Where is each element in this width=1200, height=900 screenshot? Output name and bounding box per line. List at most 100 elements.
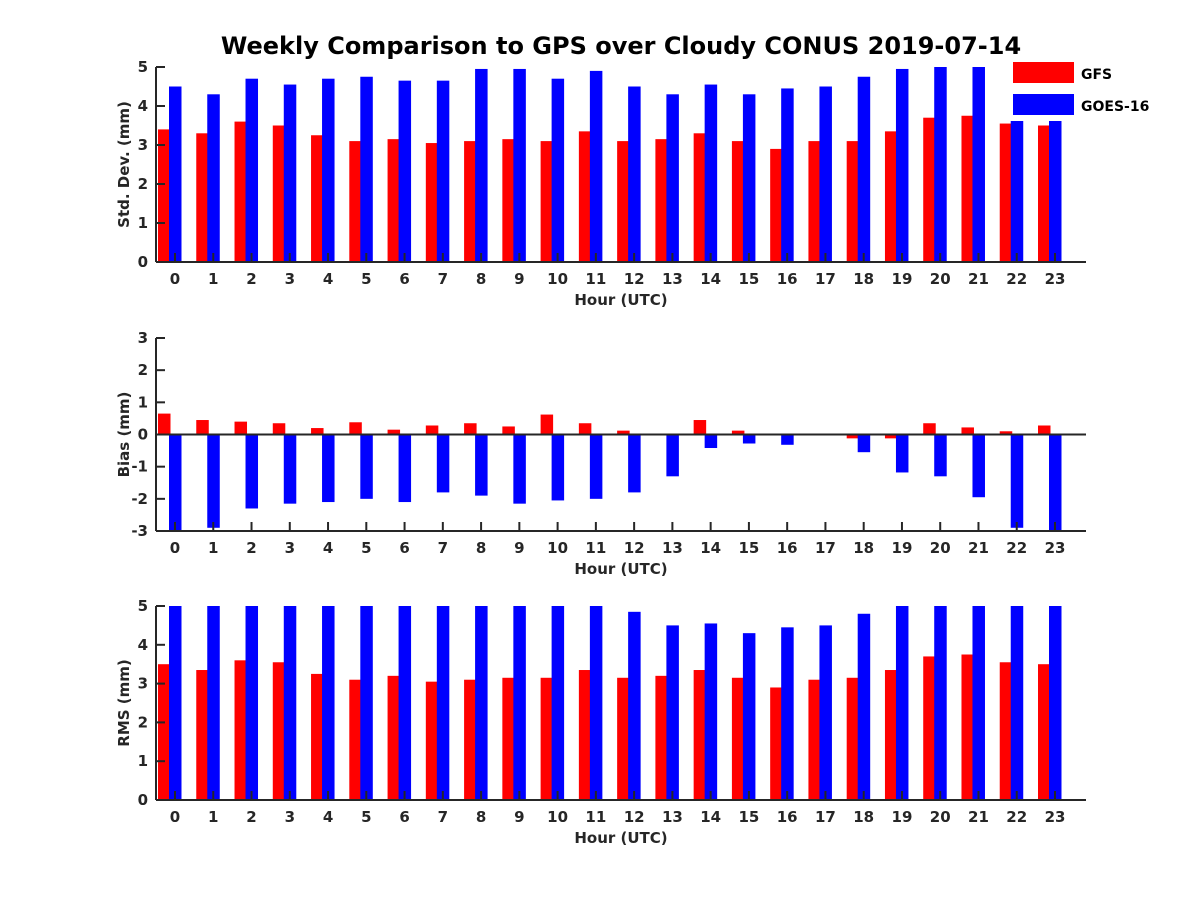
x-tick-label: 17 — [815, 808, 836, 826]
legend: GFS GOES-16 — [1009, 57, 1149, 121]
bar-goes16-hour-9 — [513, 434, 526, 504]
bar-goes16-hour-2 — [245, 434, 259, 509]
x-tick-label: 11 — [585, 270, 606, 288]
x-tick-label: 19 — [892, 270, 913, 288]
bar-gfs-hour-10 — [540, 414, 554, 435]
bar-gfs-hour-13 — [655, 675, 668, 800]
x-axis-label: Hour (UTC) — [574, 291, 667, 309]
x-tick-label: 1 — [208, 270, 218, 288]
bar-gfs-hour-17 — [808, 141, 821, 262]
bar-goes16-hour-15 — [742, 94, 756, 262]
bar-goes16-hour-5 — [360, 434, 373, 499]
bar-gfs-hour-9 — [502, 677, 515, 800]
y-tick-label: 5 — [138, 58, 148, 76]
y-tick-label: 2 — [138, 713, 148, 731]
bar-goes16-hour-3 — [283, 84, 297, 262]
y-tick-label: 4 — [138, 97, 148, 115]
x-tick-label: 11 — [585, 808, 606, 826]
bar-goes16-hour-5 — [360, 76, 373, 262]
x-tick-label: 8 — [476, 539, 486, 557]
bar-gfs-hour-12 — [617, 677, 630, 800]
x-tick-label: 4 — [323, 270, 333, 288]
bar-gfs-hour-18 — [846, 677, 860, 800]
bar-gfs-hour-1 — [196, 133, 209, 262]
bar-goes16-hour-16 — [781, 434, 794, 445]
bar-goes16-hour-2 — [245, 78, 259, 262]
x-tick-label: 17 — [815, 539, 836, 557]
y-axis-label: Std. Dev. (mm) — [115, 101, 133, 228]
bar-goes16-hour-14 — [704, 84, 718, 262]
bar-gfs-hour-4 — [311, 673, 324, 800]
x-tick-label: 14 — [700, 808, 721, 826]
bar-gfs-hour-2 — [234, 421, 248, 435]
x-tick-label: 12 — [624, 270, 645, 288]
bar-goes16-hour-1 — [207, 434, 220, 528]
bar-goes16-hour-13 — [666, 94, 679, 262]
x-tick-label: 15 — [738, 270, 759, 288]
bar-goes16-hour-8 — [475, 606, 488, 800]
bar-gfs-hour-16 — [770, 148, 783, 262]
y-axis-label: Bias (mm) — [115, 392, 133, 478]
bar-goes16-hour-22 — [1010, 434, 1024, 528]
bar-goes16-hour-15 — [742, 434, 756, 444]
bar-gfs-hour-21 — [961, 427, 974, 435]
bar-goes16-hour-3 — [283, 434, 297, 504]
x-tick-label: 8 — [476, 808, 486, 826]
bar-goes16-hour-4 — [322, 78, 335, 262]
bar-goes16-hour-12 — [628, 434, 641, 493]
x-tick-label: 7 — [438, 539, 448, 557]
bar-gfs-hour-4 — [311, 428, 324, 435]
bar-gfs-hour-14 — [693, 133, 707, 262]
bar-goes16-hour-2 — [245, 606, 259, 800]
bar-goes16-hour-19 — [895, 434, 909, 473]
y-tick-label: 1 — [138, 214, 148, 232]
bar-goes16-hour-21 — [972, 434, 985, 498]
bar-gfs-hour-0 — [158, 129, 171, 262]
bar-goes16-hour-20 — [934, 434, 947, 477]
bar-gfs-hour-14 — [693, 420, 707, 435]
legend-swatch-gfs — [1013, 62, 1074, 83]
bar-gfs-hour-9 — [502, 139, 515, 262]
x-tick-label: 17 — [815, 270, 836, 288]
bar-goes16-hour-9 — [513, 606, 526, 800]
bar-gfs-hour-0 — [158, 413, 171, 435]
y-tick-label: -3 — [131, 522, 148, 540]
bar-gfs-hour-20 — [923, 656, 936, 800]
x-tick-label: 2 — [246, 808, 256, 826]
bar-gfs-hour-19 — [884, 670, 898, 800]
x-tick-label: 0 — [170, 539, 180, 557]
y-tick-label: 3 — [138, 329, 148, 347]
x-tick-label: 12 — [624, 808, 645, 826]
x-tick-label: 18 — [853, 270, 874, 288]
x-tick-label: 3 — [285, 270, 295, 288]
bar-goes16-hour-6 — [398, 606, 412, 800]
x-tick-label: 1 — [208, 808, 218, 826]
x-tick-label: 6 — [399, 270, 409, 288]
bar-gfs-hour-21 — [961, 115, 974, 262]
bar-goes16-hour-20 — [934, 67, 947, 262]
bar-gfs-hour-5 — [349, 679, 362, 800]
x-tick-label: 22 — [1006, 808, 1027, 826]
x-tick-label: 2 — [246, 270, 256, 288]
bar-goes16-hour-11 — [589, 70, 603, 263]
bar-gfs-hour-13 — [655, 139, 668, 262]
bar-gfs-hour-15 — [731, 141, 745, 262]
x-tick-label: 6 — [399, 808, 409, 826]
bar-goes16-hour-14 — [704, 623, 718, 800]
x-tick-label: 8 — [476, 270, 486, 288]
chart-title: Weekly Comparison to GPS over Cloudy CON… — [221, 32, 1021, 60]
bar-goes16-hour-12 — [628, 611, 641, 800]
x-axis-label: Hour (UTC) — [574, 560, 667, 578]
bar-gfs-hour-11 — [578, 131, 592, 262]
bar-goes16-hour-8 — [475, 434, 488, 496]
x-tick-label: 7 — [438, 270, 448, 288]
x-tick-label: 5 — [361, 808, 371, 826]
bar-gfs-hour-22 — [999, 662, 1013, 800]
bar-gfs-hour-3 — [272, 125, 286, 262]
bar-gfs-hour-8 — [464, 423, 477, 435]
bar-gfs-hour-1 — [196, 420, 209, 435]
bar-gfs-hour-17 — [808, 679, 821, 800]
bar-gfs-hour-15 — [731, 677, 745, 800]
x-tick-label: 18 — [853, 539, 874, 557]
bar-goes16-hour-7 — [436, 434, 450, 493]
